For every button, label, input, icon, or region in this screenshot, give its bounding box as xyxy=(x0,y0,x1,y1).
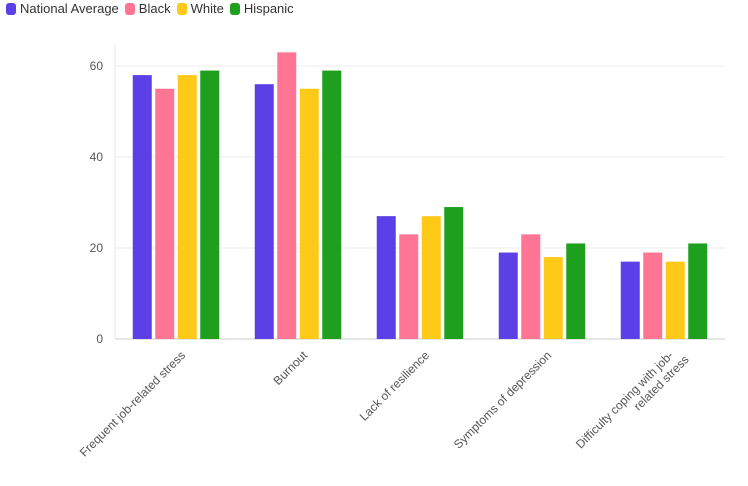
legend-swatch xyxy=(6,2,16,15)
bar[interactable] xyxy=(620,261,640,339)
bar[interactable] xyxy=(643,252,663,339)
bar[interactable] xyxy=(421,216,441,339)
legend-swatch xyxy=(229,2,240,15)
bar[interactable] xyxy=(132,75,152,339)
legend-item-hispanic[interactable]: Hispanic xyxy=(229,1,294,16)
y-tick-label: 20 xyxy=(90,241,104,255)
y-tick-label: 60 xyxy=(90,59,104,73)
bar[interactable] xyxy=(376,216,396,339)
x-tick-label: Lack of resilience xyxy=(357,348,433,424)
x-tick-label: Burnout xyxy=(271,348,311,388)
bar[interactable] xyxy=(521,234,541,339)
x-tick-label: Difficulty coping with job-related stres… xyxy=(573,343,692,462)
x-tick-label: Frequent job-related stress xyxy=(77,348,188,459)
bar[interactable] xyxy=(566,243,586,339)
bar[interactable] xyxy=(277,52,297,339)
bar[interactable] xyxy=(177,75,197,339)
bar[interactable] xyxy=(322,70,342,340)
legend-label: White xyxy=(190,1,224,16)
legend-item-white[interactable]: White xyxy=(176,1,224,16)
legend-item-black[interactable]: Black xyxy=(124,1,171,16)
bar[interactable] xyxy=(299,88,319,339)
bar[interactable] xyxy=(665,261,685,339)
bar[interactable] xyxy=(155,88,175,339)
legend-item-national-average[interactable]: National Average xyxy=(6,1,119,16)
legend-label: Hispanic xyxy=(243,1,294,16)
legend-swatch xyxy=(176,2,187,15)
bar[interactable] xyxy=(399,234,419,339)
y-tick-label: 0 xyxy=(96,332,103,346)
bar[interactable] xyxy=(254,84,274,339)
bar[interactable] xyxy=(498,252,518,339)
bar[interactable] xyxy=(200,70,220,340)
legend-swatch xyxy=(124,2,135,15)
x-tick-label: Symptoms of depression xyxy=(451,348,554,451)
legend-label: Black xyxy=(138,1,171,16)
chart-legend: National Average Black White Hispanic xyxy=(6,1,294,16)
y-tick-label: 40 xyxy=(90,150,104,164)
legend-label: National Average xyxy=(20,1,119,16)
bar[interactable] xyxy=(543,257,563,339)
bar[interactable] xyxy=(444,207,464,339)
bar[interactable] xyxy=(688,243,708,339)
